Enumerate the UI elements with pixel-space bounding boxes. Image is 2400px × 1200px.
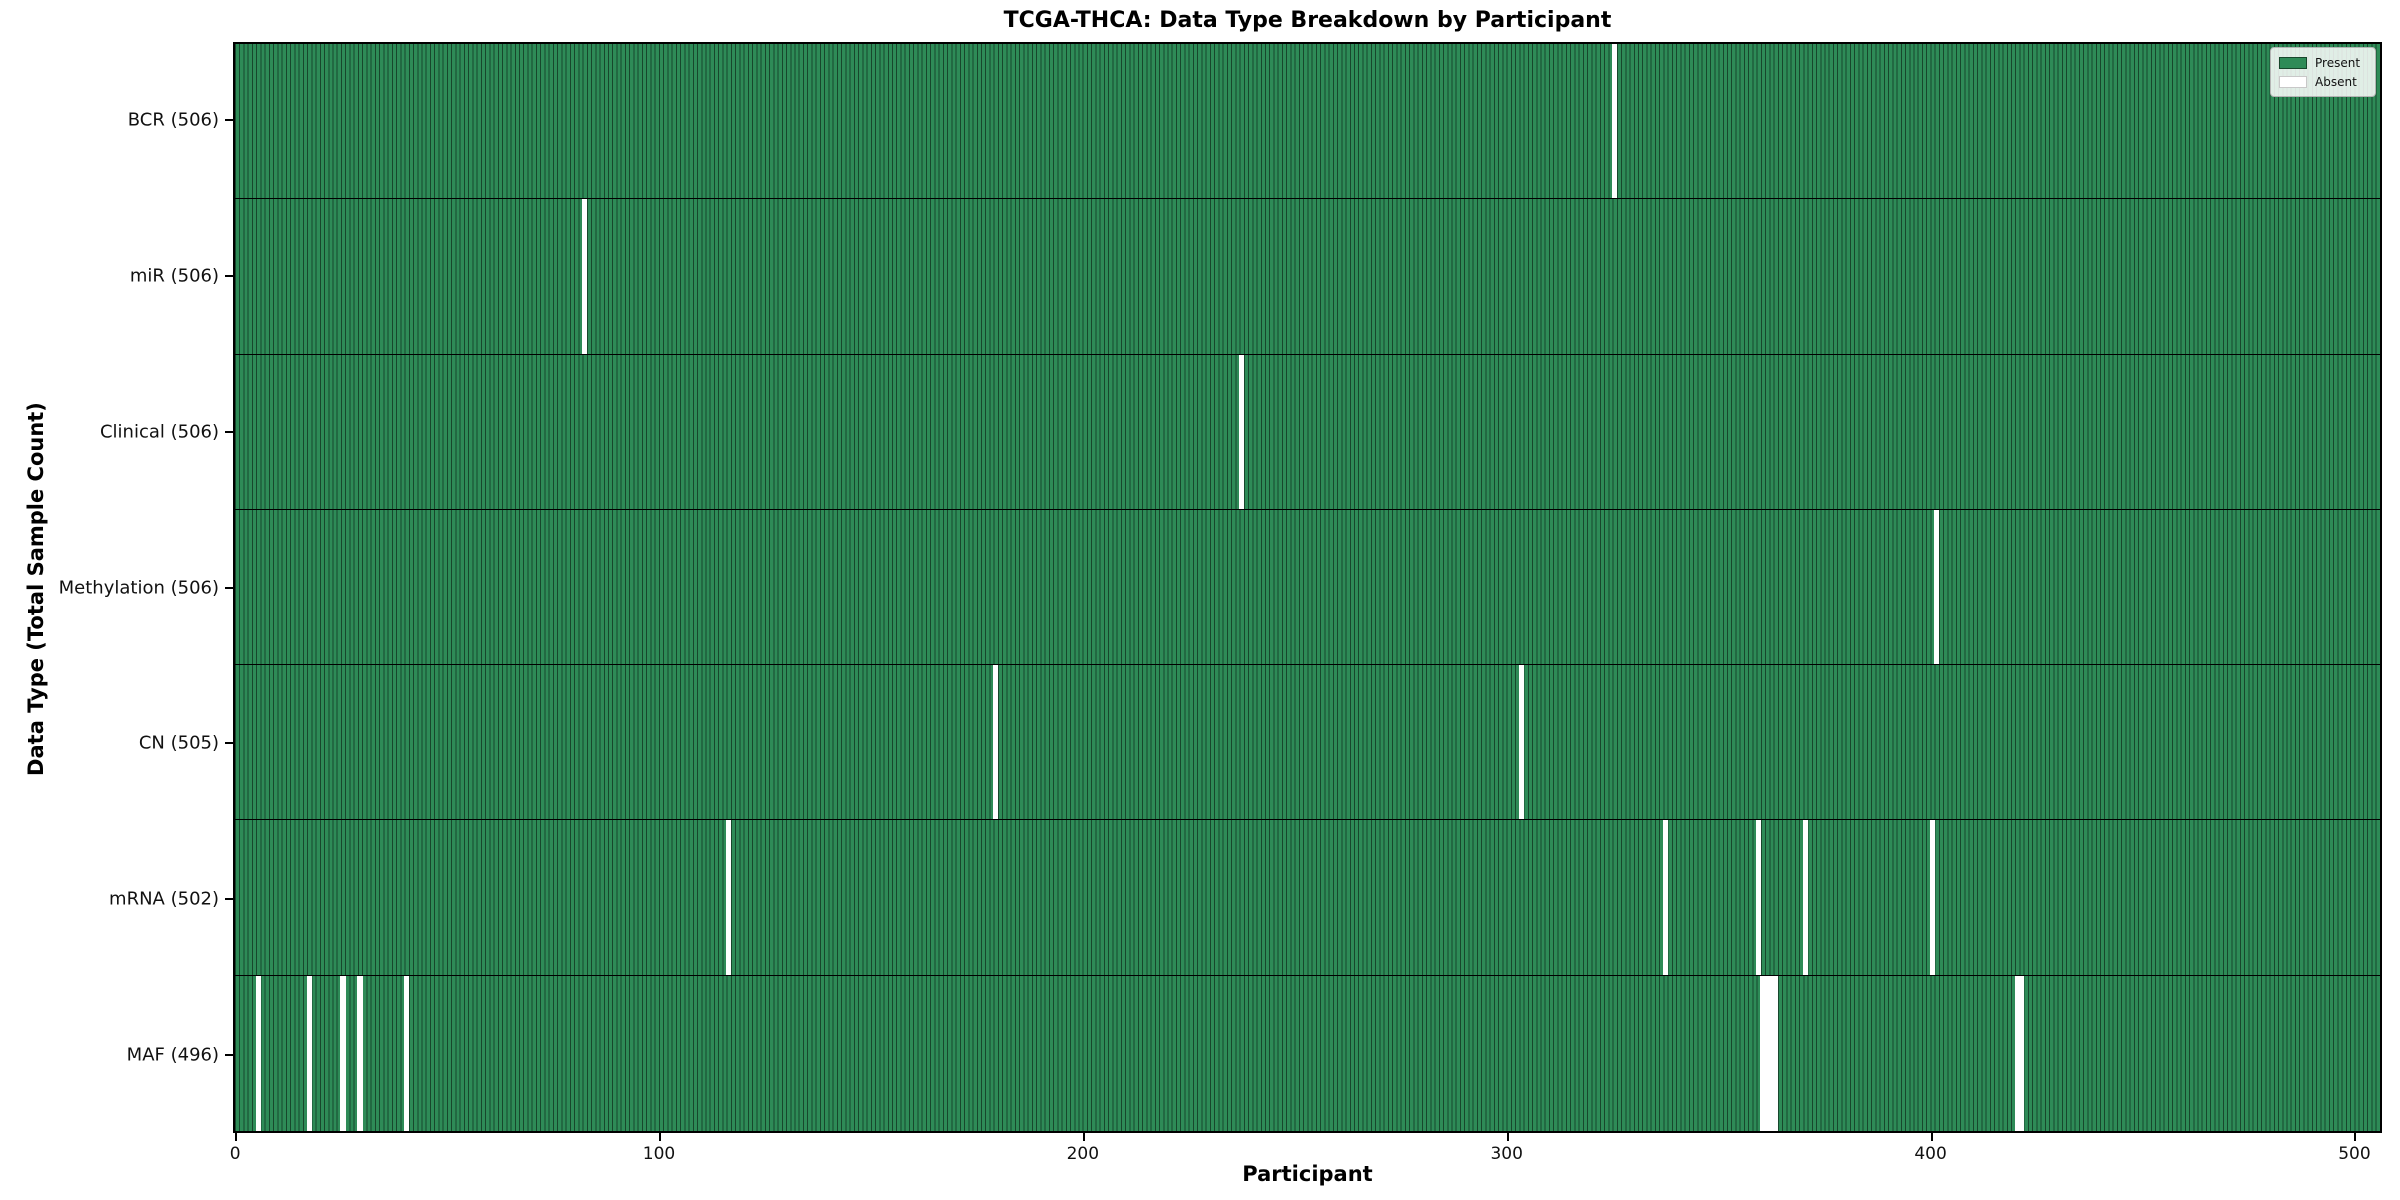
chart-title: TCGA-THCA: Data Type Breakdown by Partic… (1003, 8, 1612, 33)
ytick-mir: miR (506) (129, 265, 219, 287)
absent-clinical-237 (1239, 354, 1245, 509)
xtick-mark (235, 1133, 238, 1141)
xtick-mark (658, 1133, 661, 1141)
x-axis-title: Participant (1242, 1162, 1373, 1186)
xtick-mark (1506, 1133, 1509, 1141)
xtick-500: 500 (2338, 1144, 2371, 1164)
plot-area (233, 42, 2382, 1133)
absent-mrna-400 (1929, 820, 1936, 975)
ytick-mark (225, 430, 233, 433)
row-bcr (235, 44, 2380, 200)
xtick-0: 0 (229, 1144, 241, 1164)
row-clinical (235, 354, 2380, 510)
ytick-mark (225, 118, 233, 121)
ytick-mark (225, 898, 233, 901)
ytick-clinical: Clinical (506) (99, 421, 219, 443)
legend-absent-label: Absent (2315, 74, 2357, 89)
row-mrna (235, 820, 2380, 976)
xtick-300: 300 (1490, 1144, 1523, 1164)
ytick-mark (225, 742, 233, 745)
absent-maf-29 (357, 975, 363, 1131)
legend-item-absent: Absent (2279, 72, 2367, 91)
ytick-cn: CN (505) (138, 732, 219, 754)
absent-mrna-116 (726, 820, 732, 975)
absent-swatch (2279, 75, 2307, 88)
row-maf (235, 975, 2380, 1131)
xtick-400: 400 (1914, 1144, 1947, 1164)
ytick-maf: MAF (496) (126, 1044, 219, 1066)
absent-mir-82 (582, 199, 588, 354)
ytick-mark (225, 274, 233, 277)
absent-maf-40 (404, 975, 410, 1131)
legend-item-present: Present (2279, 53, 2367, 72)
xtick-100: 100 (642, 1144, 676, 1164)
xtick-mark (1930, 1133, 1933, 1141)
row-cn (235, 665, 2380, 821)
xtick-200: 200 (1066, 1144, 1100, 1164)
present-swatch (2279, 56, 2307, 69)
absent-maf-361 (1764, 975, 1770, 1131)
absent-cn-179 (993, 665, 999, 820)
absent-maf-363 (1773, 975, 1779, 1131)
absent-mrna-337 (1662, 820, 1669, 975)
absent-maf-360 (1760, 975, 1766, 1131)
absent-bcr-325 (1612, 44, 1618, 199)
row-methylation (235, 509, 2380, 666)
absent-cn-303 (1518, 665, 1525, 820)
xtick-mark (2354, 1133, 2357, 1141)
absent-maf-362 (1768, 975, 1775, 1131)
row-mir (235, 199, 2380, 355)
ytick-bcr: BCR (506) (127, 109, 219, 131)
y-axis-title: Data Type (Total Sample Count) (24, 402, 48, 776)
absent-methylation-401 (1934, 509, 1940, 665)
ytick-mrna: mRNA (502) (109, 888, 219, 910)
absent-mrna-359 (1756, 820, 1762, 975)
absent-maf-420 (2014, 975, 2020, 1131)
absent-maf-421 (2018, 975, 2025, 1131)
xtick-mark (1082, 1133, 1085, 1141)
absent-mrna-370 (1802, 820, 1809, 975)
legend: Present Absent (2270, 47, 2376, 97)
ytick-mark (225, 586, 233, 589)
absent-maf-5 (255, 975, 261, 1131)
ytick-mark (225, 1054, 233, 1057)
absent-maf-17 (306, 975, 312, 1131)
absent-maf-25 (340, 975, 346, 1131)
ytick-methylation: Methylation (506) (58, 577, 219, 598)
legend-present-label: Present (2315, 55, 2361, 70)
